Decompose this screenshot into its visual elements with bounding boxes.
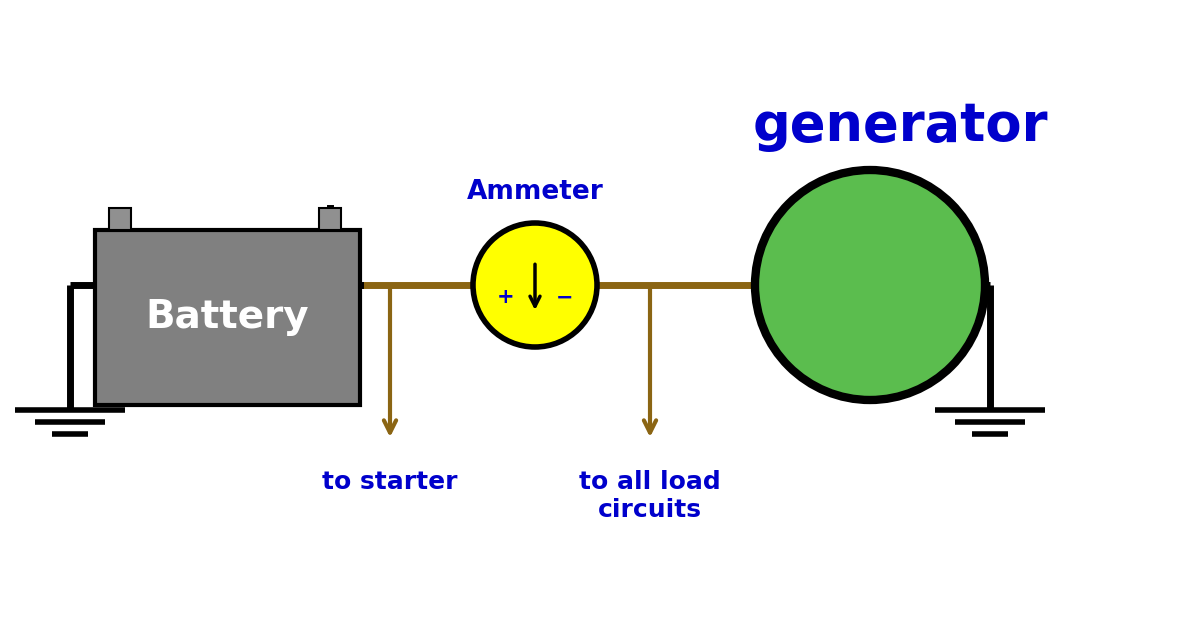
Circle shape — [755, 170, 985, 400]
Text: to starter: to starter — [323, 470, 457, 494]
Circle shape — [473, 223, 598, 347]
Text: +: + — [497, 288, 514, 308]
Bar — [319, 208, 341, 230]
Text: Ammeter: Ammeter — [467, 179, 604, 205]
Text: generator: generator — [752, 100, 1048, 152]
Bar — [109, 208, 131, 230]
Bar — [95, 230, 360, 405]
Text: Battery: Battery — [145, 299, 310, 336]
Text: to all load
circuits: to all load circuits — [580, 470, 721, 522]
Text: −: − — [556, 288, 574, 308]
